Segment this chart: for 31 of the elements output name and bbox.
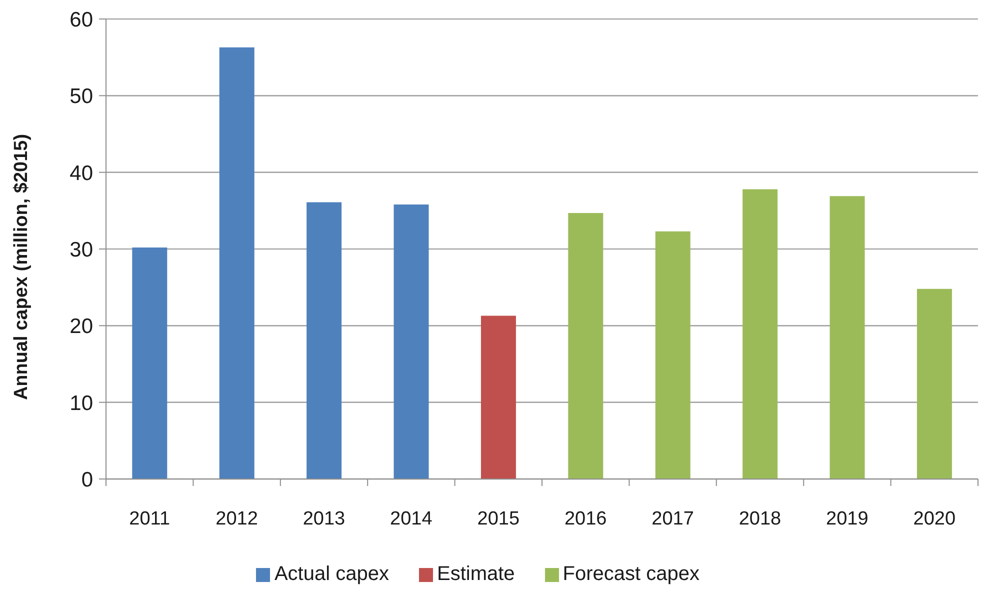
bar: [568, 212, 604, 479]
x-tick-label: 2018: [738, 508, 782, 530]
legend-label: Estimate: [436, 563, 515, 585]
bar: [394, 204, 429, 479]
x-tick-label: 2011: [129, 508, 170, 530]
x-tick-label: 2014: [390, 508, 433, 530]
bar: [219, 47, 254, 479]
x-tick-label: 2019: [826, 508, 868, 530]
bar: [830, 196, 865, 479]
legend-label: Forecast capex: [562, 563, 700, 585]
bar: [132, 247, 168, 479]
x-tick-label: 2012: [216, 508, 258, 530]
y-axis-title: Annual capex (million, $2015): [10, 134, 32, 400]
bar: [480, 316, 516, 479]
x-tick-label: 2015: [477, 508, 520, 530]
x-tick-label: 2013: [302, 508, 346, 530]
y-tick-label: 60: [70, 8, 93, 32]
y-tick-label: 0: [81, 468, 93, 492]
x-tick-label: 2017: [652, 508, 694, 530]
bar: [916, 288, 952, 479]
y-tick-label: 40: [70, 162, 93, 185]
y-tick-label: 50: [70, 85, 93, 108]
bar: [655, 231, 690, 479]
y-tick-label: 10: [70, 392, 93, 415]
x-tick-label: 2020: [913, 508, 956, 530]
y-tick-label: 20: [70, 315, 93, 338]
legend-label: Actual capex: [274, 563, 389, 585]
x-tick-label: 2016: [564, 508, 607, 530]
y-tick-label: 30: [70, 238, 93, 262]
bar: [742, 189, 778, 479]
bar: [306, 202, 342, 479]
